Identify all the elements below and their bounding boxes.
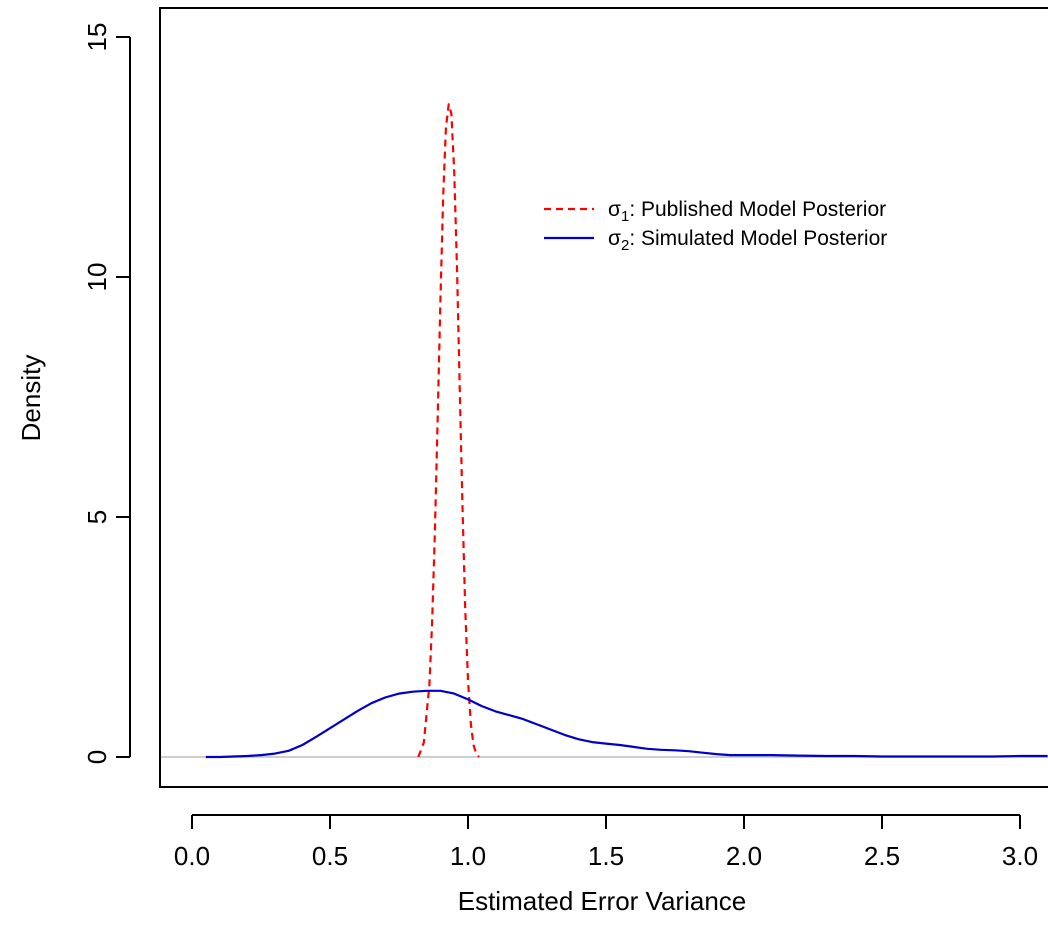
x-axis: 0.0 0.5 1.0 1.5 2.0 2.5 3.0: [174, 814, 1038, 871]
legend-label-1: σ1: Published Model Posterior: [608, 198, 886, 225]
legend-symbol: σ: [608, 227, 621, 250]
y-tick-label: 15: [82, 23, 112, 52]
series-line-2: [205, 689, 1048, 759]
y-axis: 0 5 10 15: [82, 23, 131, 764]
legend-label-2: σ2: Simulated Model Posterior: [608, 227, 887, 254]
y-tick-label: 0: [82, 750, 112, 764]
x-tick-label: 1.0: [450, 841, 486, 871]
legend-subscript: 2: [621, 237, 629, 254]
y-axis-title: Density: [16, 355, 46, 442]
y-tick-label: 5: [82, 510, 112, 524]
x-tick-label: 2.0: [726, 841, 762, 871]
legend-symbol: σ: [608, 198, 621, 221]
x-tick-label: 0.5: [312, 841, 348, 871]
legend-label-text: : Published Model Posterior: [629, 198, 886, 221]
x-tick-label: 1.5: [588, 841, 624, 871]
plot-frame: [159, 7, 1048, 788]
x-axis-title: Estimated Error Variance: [458, 886, 747, 916]
y-tick-label: 10: [82, 263, 112, 292]
legend-subscript: 1: [621, 208, 629, 225]
series-lines: [205, 103, 1048, 759]
series-line-1: [417, 103, 480, 758]
x-tick-label: 0.0: [174, 841, 210, 871]
x-tick-label: 2.5: [864, 841, 900, 871]
legend-label-text: : Simulated Model Posterior: [629, 227, 887, 250]
x-tick-label: 3.0: [1002, 841, 1038, 871]
